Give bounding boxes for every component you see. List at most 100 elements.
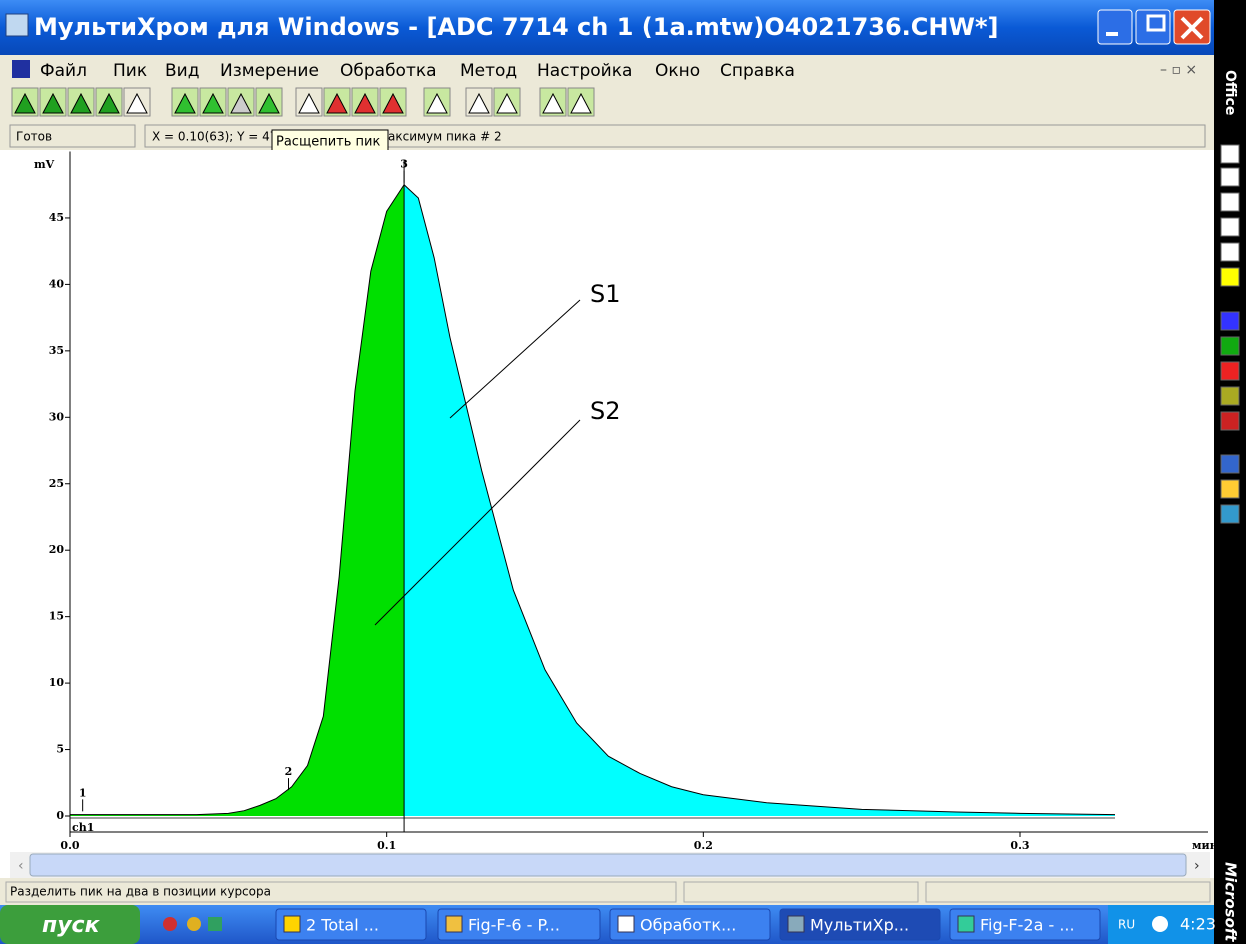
x-tick-label: 0.1 [377,839,396,852]
y-tick-label: 10 [49,676,65,689]
status-field [683,881,919,903]
office-icon[interactable] [1220,217,1240,237]
app-icon [5,13,29,37]
title-bar [0,0,1214,55]
doc-icon [12,60,30,78]
x-tick-label: 0.3 [1010,839,1029,852]
tool-glyph [98,92,120,114]
office-icon[interactable] [1220,311,1240,331]
task-icon [617,915,635,933]
quicklaunch-icon[interactable] [208,917,222,931]
tool-glyph [202,92,224,114]
scroll-left[interactable]: ‹ [18,858,24,874]
tool-glyph [14,92,36,114]
task-button[interactable] [609,908,771,941]
tool-glyph [258,92,280,114]
minimize-glyph [1106,32,1118,36]
lang-indicator[interactable]: RU [1118,918,1135,932]
office-icon[interactable] [1220,361,1240,381]
tool-glyph [354,92,376,114]
menu-item[interactable]: Измерение [220,61,319,81]
clock: 4:23 [1180,915,1216,934]
office-icon[interactable] [1220,144,1240,164]
minimize-button[interactable] [1097,9,1133,45]
x-tick-label: 0.2 [694,839,713,852]
tray-icon[interactable] [1152,916,1168,932]
menu-item[interactable]: Обработка [340,61,437,81]
scroll-thumb[interactable] [29,853,1187,877]
start-label[interactable]: пуск [42,913,101,938]
state-text: Готов [16,130,52,144]
task-button[interactable] [779,908,941,941]
start-button[interactable] [0,905,140,944]
menu-item[interactable]: Окно [655,61,700,81]
task-label[interactable]: 2 Total ... [306,916,379,935]
office-icon[interactable] [1220,336,1240,356]
y-axis-label: mV [34,158,55,171]
y-tick-label: 5 [56,743,64,756]
y-tick-label: 20 [49,543,65,556]
peak-label: 2 [285,765,293,778]
office-label: Office [1222,70,1238,115]
status-field [5,881,677,903]
x-axis-label: мин [1192,839,1218,852]
tool-glyph [126,92,148,114]
tool-glyph [298,92,320,114]
task-button[interactable] [949,908,1101,941]
y-tick-label: 25 [49,477,64,490]
office-icon[interactable] [1220,267,1240,287]
task-label[interactable]: МультиХр... [810,916,909,935]
y-tick-label: 45 [49,211,64,224]
tool-glyph [570,92,592,114]
menu-item[interactable]: Вид [165,61,199,81]
state-field [9,124,136,148]
mdi-controls: – ▫ × [1160,62,1197,78]
tool-glyph [326,92,348,114]
toolbar [11,87,595,117]
peak-label: 3 [400,158,408,171]
info-field [144,124,1206,148]
peak-outline [70,184,405,816]
y-tick-label: 15 [49,610,64,623]
task-label[interactable]: Fig-F-6 - P... [468,916,560,935]
office-icon[interactable] [1220,411,1240,431]
tool-glyph [468,92,490,114]
menu-item[interactable]: Метод [460,61,517,81]
office-icon[interactable] [1220,454,1240,474]
office-icon[interactable] [1220,192,1240,212]
office-icon[interactable] [1220,504,1240,524]
y-tick-label: 35 [49,344,64,357]
scroll-right[interactable]: › [1194,858,1200,874]
tool-glyph [42,92,64,114]
tool-glyph [230,92,252,114]
task-label[interactable]: Fig-F-2a - ... [980,916,1075,935]
tooltip-text: Расщепить пик [276,135,380,150]
office-icon[interactable] [1220,242,1240,262]
y-tick-label: 30 [49,410,65,423]
quicklaunch-icon[interactable] [187,917,201,931]
task-button[interactable] [437,908,601,941]
task-button[interactable] [275,908,427,941]
menu-item[interactable]: Справка [720,61,795,81]
tool-glyph [496,92,518,114]
annotation-label: S1 [590,280,621,308]
close-glyph [1180,16,1204,40]
menu-item[interactable]: Настройка [537,61,632,81]
restore-glyph [1146,14,1166,32]
menu-bar: Файл Пик Вид Измерение Обработка Метод Настрой… [40,61,795,81]
task-label[interactable]: Обработк... [640,916,736,935]
office-icon[interactable] [1220,479,1240,499]
restore-button[interactable] [1135,9,1171,45]
annotation-leader [449,299,581,419]
menu-item[interactable]: Файл [40,61,87,81]
task-list: 2 Total ... Fig-F-6 - P... Обработк... Муль… [275,908,1101,941]
window-title: МультиХром для Windows - [ADC 7714 ch 1 … [34,13,998,41]
quicklaunch-icon[interactable] [163,917,177,931]
annotation-leader [374,419,581,626]
info-text: аксимум пика # 2 [388,130,502,144]
office-icon[interactable] [1220,386,1240,406]
office-icon[interactable] [1220,167,1240,187]
office-icons [1220,144,1240,524]
chart-area [10,150,1210,852]
menu-item[interactable]: Пик [113,61,147,81]
